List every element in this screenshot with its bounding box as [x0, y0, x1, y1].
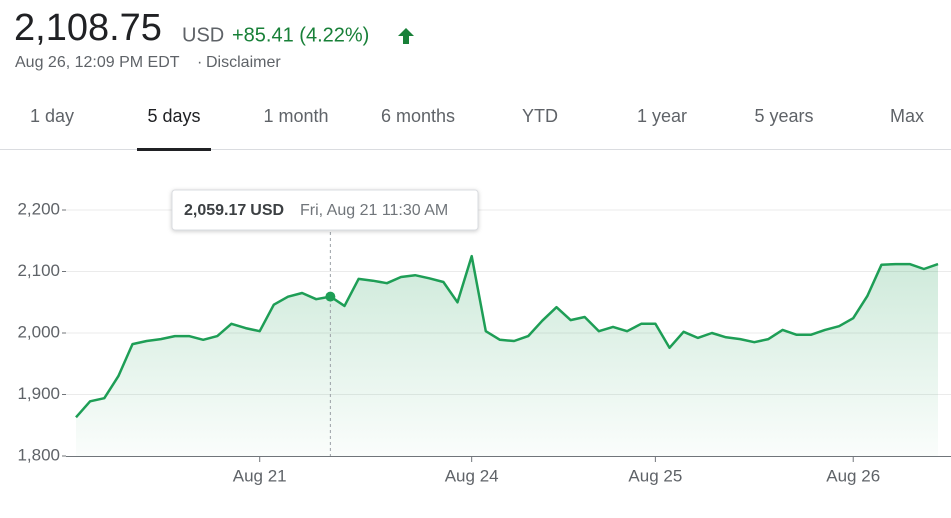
tooltip-currency: USD	[250, 202, 284, 219]
tab[interactable]: 6 months	[381, 106, 455, 126]
x-tick-label: Aug 24	[445, 466, 499, 485]
y-tick-label: 1,800	[17, 445, 60, 464]
x-tick-label: Aug 26	[826, 466, 880, 485]
plot: 1,800 1,900 2,000 2,100 2,200 Aug 21 Aug 24 Aug…	[17, 189, 951, 485]
tab[interactable]: 1 year	[637, 106, 687, 126]
tab[interactable]: YTD	[522, 106, 558, 126]
y-tick-label: 2,200	[17, 199, 60, 218]
price: 2,108.75	[14, 7, 162, 49]
tabs: 1 day 5 days 1 month 6 months YTD 1 year 5 yea…	[30, 106, 924, 151]
tooltip-price: 2,059.17 USD	[184, 202, 284, 219]
tab[interactable]: 5 days	[147, 106, 200, 126]
tooltip-box	[171, 189, 479, 231]
tab[interactable]: 1 day	[30, 106, 74, 126]
y-tick-label: 2,000	[17, 322, 60, 341]
tooltip-date: Fri, Aug 21 11:30 AM	[300, 202, 448, 219]
y-tick-label: 2,100	[17, 261, 60, 280]
timestamp: Aug 26, 12:09 PM EDT	[15, 54, 180, 71]
tab[interactable]: 1 month	[263, 106, 328, 126]
line	[75, 254, 939, 419]
y-tick-label: 1,900	[17, 384, 60, 403]
tooltip-price-value: 2,059.17	[184, 202, 246, 219]
x-tick-label: Aug 21	[233, 466, 287, 485]
tab-underline	[137, 148, 211, 151]
up-arrow	[398, 28, 414, 44]
disclaimer[interactable]: Disclaimer	[206, 54, 281, 71]
hover-dot	[325, 291, 336, 302]
currency: USD	[182, 24, 224, 46]
area	[76, 256, 938, 456]
x-tick-label: Aug 25	[628, 466, 682, 485]
tab[interactable]: 5 years	[754, 106, 813, 126]
change: +85.41 (4.22%)	[232, 24, 369, 46]
tab[interactable]: Max	[890, 106, 924, 126]
separator: ·	[197, 54, 202, 71]
